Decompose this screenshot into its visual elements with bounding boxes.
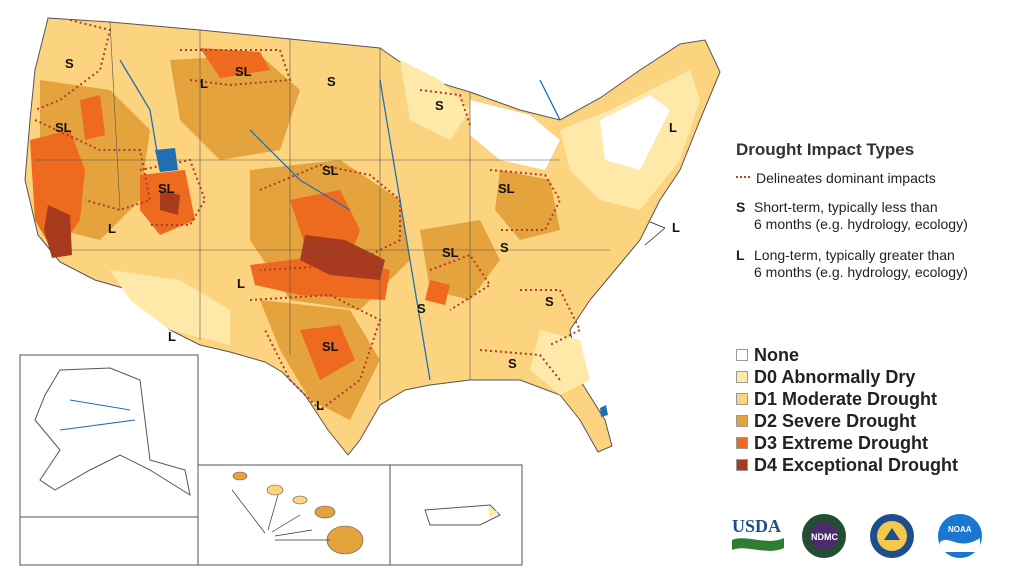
impact-label: L [108,221,116,236]
leader-line [644,221,666,246]
inset-puerto-rico [389,464,523,566]
legend-long-code: L [736,247,745,263]
swatch-d0 [736,371,748,383]
impact-label: S [417,301,426,316]
legend-short-text-1: Short-term, typically less than [754,199,938,215]
impact-label: S [508,356,517,371]
impact-label: S [500,240,509,255]
d4-regions [44,190,385,280]
usda-logo: USDA [732,516,784,551]
state-borders [35,21,610,400]
impact-label: L [237,276,245,291]
agency-logos: USDA NDMC NOAA [730,512,1020,562]
doc-seal-logo [870,514,914,558]
impact-label: SL [442,245,459,260]
impact-line-sample [736,166,750,178]
legend: Drought Impact Types Delineates dominant… [736,140,1016,285]
legend-short-text-2: 6 months (e.g. hydrology, ecology) [754,216,968,232]
impact-label: L [672,220,680,235]
impact-label: S [435,98,444,113]
inset-alaska [19,354,199,566]
impact-label: SL [322,163,339,178]
ndmc-logo-text: NDMC [811,532,838,542]
impact-label: S [327,74,336,89]
legend-long-row: L Long-term, typically greater than 6 mo… [736,247,1016,281]
category-label: D1 Moderate Drought [754,388,938,409]
impact-label: SL [235,64,252,79]
legend-title: Drought Impact Types [736,140,915,159]
noaa-logo-text: NOAA [948,525,972,534]
usda-logo-text: USDA [732,516,781,536]
category-label: D2 Severe Drought [754,410,917,431]
inset-hawaii [197,464,391,566]
swatch-d3 [736,437,748,449]
impact-label: L [200,76,208,91]
impact-label: SL [322,339,339,354]
legend-line-text: Delineates dominant impacts [756,170,936,186]
category-d4: D4 Exceptional Drought [736,454,958,476]
swatch-d1 [736,393,748,405]
category-d3: D3 Extreme Drought [736,432,958,454]
impact-label: L [669,120,677,135]
impact-label-group: S SL L S SL S SL L SL S SL L L SL L SL S… [55,56,680,543]
swatch-none [736,349,748,361]
category-none: None [736,344,958,366]
legend-line-row: Delineates dominant impacts [736,170,1016,187]
legend-short-row: S Short-term, typically less than 6 mont… [736,199,1016,233]
category-d1: D1 Moderate Drought [736,388,958,410]
category-d0: D0 Abnormally Dry [736,366,958,388]
impact-label: S [545,294,554,309]
category-d2: D2 Severe Drought [736,410,958,432]
impact-label: L [316,398,324,413]
impact-label: SL [498,181,515,196]
legend-long-text-2: 6 months (e.g. hydrology, ecology) [754,264,968,280]
swatch-d4 [736,459,748,471]
swatch-d2 [736,415,748,427]
impact-label: S [65,56,74,71]
category-label: None [754,344,799,365]
impact-label: SL [158,181,175,196]
impact-label: SL [55,120,72,135]
noaa-logo: NOAA [938,514,982,558]
category-label: D0 Abnormally Dry [754,366,916,387]
impact-label: L [168,329,176,344]
legend-long-text-1: Long-term, typically greater than [754,247,955,263]
category-label: D4 Exceptional Drought [754,454,959,475]
legend-short-code: S [736,199,746,215]
category-legend: None D0 Abnormally Dry D1 Moderate Droug… [736,344,958,476]
category-label: D3 Extreme Drought [754,432,929,453]
ndmc-logo: NDMC [802,514,846,558]
